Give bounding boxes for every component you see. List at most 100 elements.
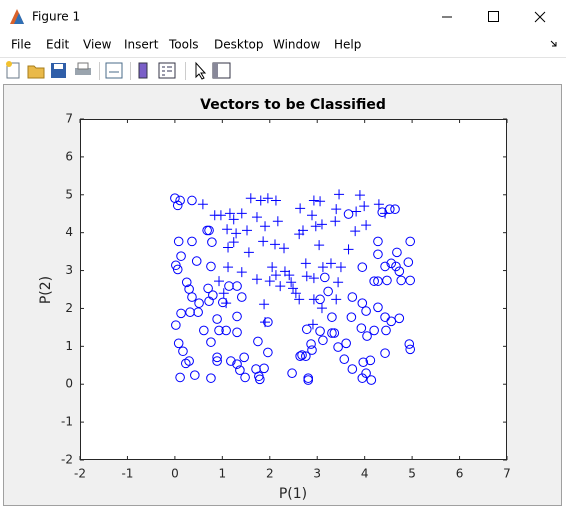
scatter-point [315, 196, 326, 207]
x-tick-label: -2 [74, 467, 86, 481]
scatter-point [343, 209, 354, 219]
scatter-point [297, 350, 307, 360]
scatter-point [226, 356, 236, 366]
scatter-point [323, 286, 333, 297]
x-tick-label: 7 [503, 467, 511, 481]
scatter-point [361, 220, 372, 231]
scatter-point [240, 372, 250, 383]
scatter-point [306, 339, 316, 349]
maximize-button[interactable] [471, 2, 515, 32]
scatter-point [236, 292, 247, 302]
scatter-point [199, 325, 209, 336]
x-tick-label: -1 [121, 467, 133, 481]
scatter-point [295, 203, 306, 214]
legend-button[interactable] [158, 62, 176, 79]
scatter-point [218, 297, 228, 308]
scatter-point [308, 294, 319, 305]
scatter-point [232, 281, 242, 291]
new-figure-button[interactable] [6, 61, 20, 79]
open-file-button[interactable] [27, 65, 45, 79]
scatter-point [172, 200, 183, 211]
scatter-point [214, 325, 224, 336]
scatter-point [385, 204, 395, 214]
x-tick-label: 2 [266, 467, 274, 481]
scatter-point [329, 328, 340, 338]
scatter-point [316, 219, 327, 230]
scatter-point [404, 339, 415, 349]
y-tick-label: 3 [65, 263, 73, 277]
scatter-point [214, 276, 225, 287]
x-tick-label: 3 [313, 467, 321, 481]
scatter-point [314, 240, 325, 251]
scatter-point [263, 347, 273, 358]
scatter-point [221, 325, 231, 336]
x-tick-label: 1 [219, 467, 227, 481]
x-tick-label: 0 [171, 467, 179, 481]
print-button[interactable] [75, 62, 91, 75]
edit-plot-button[interactable] [195, 61, 207, 80]
y-tick-label: 2 [65, 301, 73, 315]
scatter-point [391, 261, 401, 272]
scatter-point [386, 316, 397, 327]
property-inspector-button[interactable] [212, 62, 231, 79]
scatter-point [350, 226, 361, 237]
y-tick-label: -1 [61, 415, 73, 429]
scatter-point [181, 358, 191, 369]
menu-item[interactable]: Tools [168, 38, 199, 52]
menu-item[interactable]: View [83, 38, 112, 52]
scatter-point [308, 195, 319, 206]
scatter-point [185, 307, 195, 318]
scatter-point [187, 292, 197, 302]
y-tick-label: 0 [65, 377, 73, 391]
scatter-point [295, 351, 305, 361]
scatter-point [284, 270, 295, 281]
scatter-point [197, 199, 208, 210]
colorbar-button[interactable] [138, 62, 148, 79]
scatter-point [203, 283, 213, 294]
scatter-point [405, 236, 416, 247]
menu-item[interactable]: Edit [46, 38, 70, 52]
scatter-point [190, 370, 200, 380]
scatter-point [176, 251, 186, 261]
scatter-point [287, 368, 297, 379]
close-button[interactable] [517, 2, 563, 32]
y-tick-label: 6 [65, 149, 73, 163]
scatter-point [224, 281, 234, 291]
scatter-point [259, 363, 269, 374]
scatter-point [320, 272, 330, 283]
scatter-point [315, 294, 325, 305]
menu-item[interactable]: Window [273, 38, 321, 52]
scatter-point [333, 277, 344, 288]
scatter-point [357, 298, 368, 308]
scatter-point [361, 306, 371, 316]
scatter-point [362, 331, 372, 341]
menu-dock-arrow[interactable] [550, 40, 557, 47]
menu-item[interactable]: Desktop [214, 38, 264, 52]
scatter-point [176, 308, 186, 319]
scatter-point [373, 302, 383, 313]
scatter-point [335, 262, 346, 273]
menu-item[interactable]: File [11, 38, 31, 52]
scatter-point [206, 337, 216, 347]
scatter-point [242, 225, 253, 236]
scatter-point [297, 225, 308, 236]
y-tick-label: 5 [65, 187, 73, 201]
scatter-point [193, 307, 203, 318]
scatter-point [251, 212, 262, 223]
save-button[interactable] [51, 63, 66, 78]
scatter-point [369, 325, 379, 336]
scatter-point [356, 323, 367, 333]
menu-item[interactable]: Insert [124, 38, 159, 52]
x-axis-label: P(1) [279, 486, 307, 502]
menu-item[interactable]: Help [334, 38, 361, 52]
minimize-button[interactable] [425, 2, 469, 32]
scatter-point [343, 244, 354, 255]
scatter-point [351, 206, 362, 217]
y-tick-label: -2 [61, 453, 73, 467]
scatter-point [392, 247, 402, 258]
scatter-point [307, 210, 318, 221]
link-plot-button[interactable] [105, 62, 123, 79]
scatter-point [239, 352, 249, 363]
scatter-point [380, 348, 390, 358]
scatter-point [191, 256, 202, 266]
